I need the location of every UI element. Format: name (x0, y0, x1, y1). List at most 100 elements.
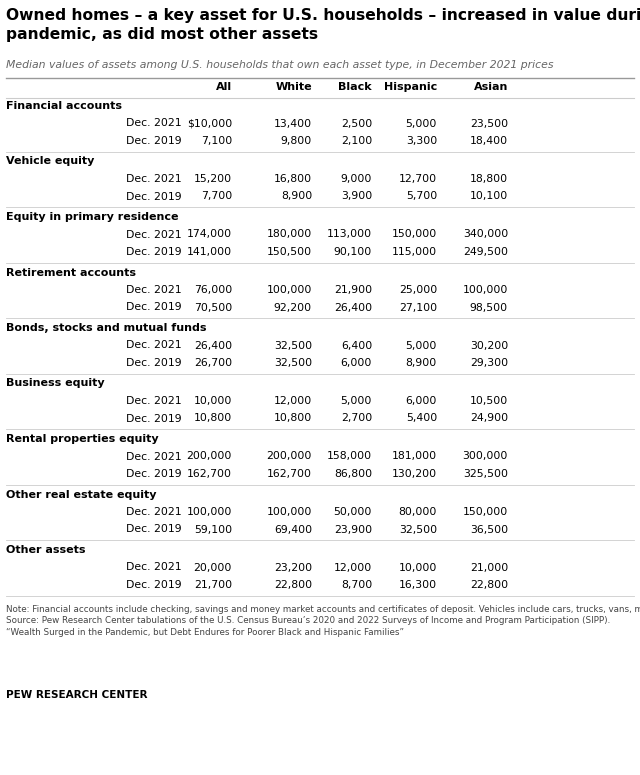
Text: 90,100: 90,100 (333, 247, 372, 257)
Text: 300,000: 300,000 (463, 452, 508, 461)
Text: Dec. 2021: Dec. 2021 (126, 229, 182, 239)
Text: 100,000: 100,000 (267, 285, 312, 295)
Text: 113,000: 113,000 (327, 229, 372, 239)
Text: Hispanic: Hispanic (384, 82, 437, 92)
Text: 21,000: 21,000 (470, 563, 508, 573)
Text: 200,000: 200,000 (267, 452, 312, 461)
Text: 162,700: 162,700 (187, 469, 232, 479)
Text: 100,000: 100,000 (187, 507, 232, 517)
Text: 10,000: 10,000 (399, 563, 437, 573)
Text: 80,000: 80,000 (399, 507, 437, 517)
Text: 23,500: 23,500 (470, 119, 508, 129)
Text: 6,000: 6,000 (406, 396, 437, 406)
Text: Dec. 2021: Dec. 2021 (126, 507, 182, 517)
Text: 10,800: 10,800 (194, 414, 232, 423)
Text: Business equity: Business equity (6, 378, 104, 388)
Text: 32,500: 32,500 (274, 358, 312, 368)
Text: 29,300: 29,300 (470, 358, 508, 368)
Text: 325,500: 325,500 (463, 469, 508, 479)
Text: 2,500: 2,500 (340, 119, 372, 129)
Text: 15,200: 15,200 (194, 174, 232, 184)
Text: 76,000: 76,000 (194, 285, 232, 295)
Text: 18,400: 18,400 (470, 136, 508, 146)
Text: $10,000: $10,000 (187, 119, 232, 129)
Text: 5,700: 5,700 (406, 191, 437, 202)
Text: Dec. 2021: Dec. 2021 (126, 285, 182, 295)
Text: Vehicle equity: Vehicle equity (6, 157, 94, 167)
Text: 86,800: 86,800 (334, 469, 372, 479)
Text: 7,100: 7,100 (201, 136, 232, 146)
Text: 32,500: 32,500 (274, 340, 312, 350)
Text: Retirement accounts: Retirement accounts (6, 267, 136, 277)
Text: 130,200: 130,200 (392, 469, 437, 479)
Text: Black: Black (339, 82, 372, 92)
Text: 10,000: 10,000 (194, 396, 232, 406)
Text: All: All (216, 82, 232, 92)
Text: 150,000: 150,000 (392, 229, 437, 239)
Text: 36,500: 36,500 (470, 525, 508, 535)
Text: Asian: Asian (474, 82, 508, 92)
Text: 27,100: 27,100 (399, 302, 437, 312)
Text: 16,800: 16,800 (274, 174, 312, 184)
Text: 6,000: 6,000 (340, 358, 372, 368)
Text: 150,000: 150,000 (463, 507, 508, 517)
Text: 3,300: 3,300 (406, 136, 437, 146)
Text: 8,900: 8,900 (406, 358, 437, 368)
Text: PEW RESEARCH CENTER: PEW RESEARCH CENTER (6, 690, 147, 700)
Text: 25,000: 25,000 (399, 285, 437, 295)
Text: 150,500: 150,500 (267, 247, 312, 257)
Text: 10,100: 10,100 (470, 191, 508, 202)
Text: 115,000: 115,000 (392, 247, 437, 257)
Text: Equity in primary residence: Equity in primary residence (6, 212, 179, 222)
Text: 22,800: 22,800 (274, 580, 312, 590)
Text: 141,000: 141,000 (187, 247, 232, 257)
Text: 174,000: 174,000 (187, 229, 232, 239)
Text: Dec. 2021: Dec. 2021 (126, 563, 182, 573)
Text: 158,000: 158,000 (327, 452, 372, 461)
Text: Dec. 2019: Dec. 2019 (126, 136, 182, 146)
Text: 32,500: 32,500 (399, 525, 437, 535)
Text: Dec. 2019: Dec. 2019 (126, 302, 182, 312)
Text: Dec. 2021: Dec. 2021 (126, 452, 182, 461)
Text: 10,800: 10,800 (274, 414, 312, 423)
Text: 20,000: 20,000 (194, 563, 232, 573)
Text: Other real estate equity: Other real estate equity (6, 490, 157, 500)
Text: 23,900: 23,900 (334, 525, 372, 535)
Text: 100,000: 100,000 (463, 285, 508, 295)
Text: 12,000: 12,000 (333, 563, 372, 573)
Text: 8,700: 8,700 (340, 580, 372, 590)
Text: 21,700: 21,700 (194, 580, 232, 590)
Text: 2,100: 2,100 (340, 136, 372, 146)
Text: 180,000: 180,000 (267, 229, 312, 239)
Text: Dec. 2021: Dec. 2021 (126, 119, 182, 129)
Text: Dec. 2019: Dec. 2019 (126, 469, 182, 479)
Text: 340,000: 340,000 (463, 229, 508, 239)
Text: Dec. 2021: Dec. 2021 (126, 174, 182, 184)
Text: 5,400: 5,400 (406, 414, 437, 423)
Text: Dec. 2021: Dec. 2021 (126, 340, 182, 350)
Text: 5,000: 5,000 (406, 340, 437, 350)
Text: 21,900: 21,900 (334, 285, 372, 295)
Text: 5,000: 5,000 (340, 396, 372, 406)
Text: 12,000: 12,000 (274, 396, 312, 406)
Text: 181,000: 181,000 (392, 452, 437, 461)
Text: 7,700: 7,700 (201, 191, 232, 202)
Text: Note: Financial accounts include checking, savings and money market accounts and: Note: Financial accounts include checkin… (6, 604, 640, 637)
Text: 16,300: 16,300 (399, 580, 437, 590)
Text: 98,500: 98,500 (470, 302, 508, 312)
Text: Rental properties equity: Rental properties equity (6, 434, 159, 444)
Text: Dec. 2019: Dec. 2019 (126, 247, 182, 257)
Text: Other assets: Other assets (6, 545, 86, 555)
Text: 70,500: 70,500 (194, 302, 232, 312)
Text: 69,400: 69,400 (274, 525, 312, 535)
Text: Financial accounts: Financial accounts (6, 101, 122, 111)
Text: 22,800: 22,800 (470, 580, 508, 590)
Text: 6,400: 6,400 (340, 340, 372, 350)
Text: 26,700: 26,700 (194, 358, 232, 368)
Text: 92,200: 92,200 (274, 302, 312, 312)
Text: 26,400: 26,400 (334, 302, 372, 312)
Text: Median values of assets among U.S. households that own each asset type, in Decem: Median values of assets among U.S. house… (6, 60, 554, 70)
Text: 3,900: 3,900 (340, 191, 372, 202)
Text: Dec. 2019: Dec. 2019 (126, 580, 182, 590)
Text: 18,800: 18,800 (470, 174, 508, 184)
